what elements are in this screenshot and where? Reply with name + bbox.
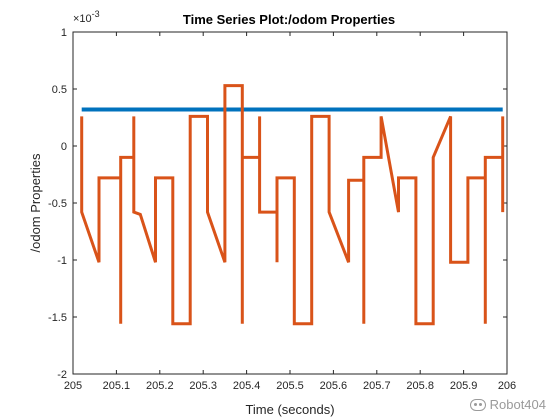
x-axis-label: Time (seconds) xyxy=(245,402,334,417)
y-axis-exponent: ×10-3 xyxy=(73,9,100,25)
x-tick-label: 205.8 xyxy=(406,380,434,392)
y-axis: -2 -1.5 -1 -0.5 0 0.5 1 xyxy=(48,27,507,381)
y-tick-label: -1 xyxy=(57,255,67,267)
wechat-icon xyxy=(469,398,486,411)
watermark-text: Robot404 xyxy=(489,397,546,412)
series-line-2 xyxy=(80,84,505,326)
y-tick-label: 0 xyxy=(61,141,67,153)
x-tick-label: 205.5 xyxy=(276,380,304,392)
chart-title: Time Series Plot:/odom Properties xyxy=(183,12,395,27)
axes-box xyxy=(72,31,508,375)
x-tick-label: 205.6 xyxy=(320,380,348,392)
x-tick-label: 205.9 xyxy=(450,380,478,392)
y-tick-label: 0.5 xyxy=(52,84,67,96)
y-axis-label: /odom Properties xyxy=(28,153,43,252)
series-layer xyxy=(80,84,505,326)
x-tick-label: 205.2 xyxy=(146,380,174,392)
x-tick-label: 205.7 xyxy=(363,380,391,392)
x-tick-label: 205 xyxy=(64,380,82,392)
x-tick-label: 205.3 xyxy=(189,380,217,392)
y-tick-label: -0.5 xyxy=(48,198,67,210)
y-tick-label: -2 xyxy=(57,369,67,381)
y-tick-label: -1.5 xyxy=(48,312,67,324)
y-tick-label: 1 xyxy=(61,27,67,39)
x-tick-label: 205.1 xyxy=(103,380,131,392)
plot-area: 205 205.1 205.2 205.3 205.4 205.5 205.6 205.7 20… xyxy=(48,27,516,392)
x-tick-label: 206 xyxy=(498,380,516,392)
watermark: Robot404 xyxy=(469,397,546,412)
x-axis: 205 205.1 205.2 205.3 205.4 205.5 205.6 205.7 20… xyxy=(64,32,516,392)
x-tick-label: 205.4 xyxy=(233,380,261,392)
